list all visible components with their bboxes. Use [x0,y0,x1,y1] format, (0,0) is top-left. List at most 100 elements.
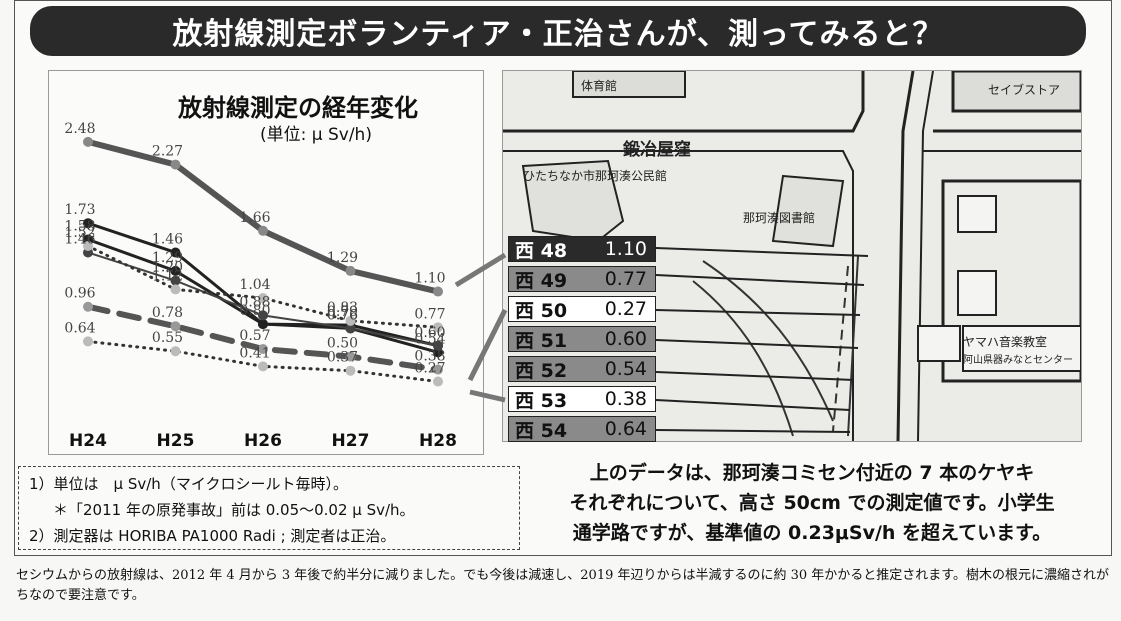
data-point [258,361,268,372]
data-point [170,247,181,258]
x-tick-label: H28 [419,431,457,451]
data-point [345,351,356,362]
description: 上のデータは、那珂湊コミセン付近の 7 本のケヤキ それぞれについて、高さ 50… [532,458,1092,548]
data-label: 1.29 [327,250,358,266]
data-label: 2.27 [152,144,183,160]
description-line-3: 通学路ですが、基準値の 0.23μSv/h を超えています。 [572,522,1052,544]
data-label: 1.52 [64,225,95,241]
note-baseline: ＊「2011 年の原発事故」前は 0.05～0.02 μ Sv/h。 [53,501,415,519]
data-point [345,315,356,326]
data-label: 1.66 [239,210,270,226]
tree-value: 0.54 [604,358,647,380]
gym-label: 体育館 [581,79,618,93]
data-point [83,240,93,251]
data-point [433,364,443,375]
data-label: 0.83 [327,300,358,316]
page-title: 放射線測定ボランティア・正治さんが、測ってみると？ [30,6,1086,56]
data-label: 0.38 [414,349,445,365]
tree-row: 西 53 0.38 [508,386,656,412]
tree-name: 西 49 [515,269,568,292]
data-label: 0.76 [327,307,358,323]
data-point [83,136,93,147]
library-label: 那珂湊図書館 [743,211,816,225]
data-point [170,159,181,170]
data-point [345,323,356,334]
area-label: 鍛冶屋窪 [623,140,691,160]
series-line-5 [86,244,440,329]
data-point [170,275,181,286]
data-point [345,265,356,276]
data-label: 1.46 [152,231,183,247]
data-label: 1.20 [152,260,183,276]
data-point [258,225,268,236]
chart-title: 放射線測定の経年変化 [178,94,418,122]
data-label: 1.73 [64,202,95,218]
data-label: 0.60 [414,325,445,341]
data-label: 1.04 [239,277,270,293]
note-device: 2）測定器は HORIBA PA1000 Radi ; 測定者は正治。 [29,527,396,545]
tree-name: 西 50 [515,299,568,322]
data-label: 0.50 [327,336,358,352]
data-point [433,376,443,387]
x-tick-label: H26 [244,431,282,451]
data-point [433,340,443,351]
data-label: 0.79 [327,304,358,320]
data-label: 1.58 [64,218,95,234]
data-point [170,346,181,357]
notes-box: 1）単位は μ Sv/h（マイクロシールト毎時）。 ＊「2011 年の原発事故」… [18,466,520,550]
data-point [258,310,268,321]
tree-row: 西 48 1.10 [508,236,656,262]
data-point [258,293,268,304]
data-label: 0.57 [239,328,270,344]
chart-subtitle: (単位: μ Sv/h) [260,125,372,145]
data-label: 0.37 [327,350,358,366]
tree-row: 西 50 0.27 [508,296,656,322]
description-line-1: 上のデータは、那珂湊コミセン付近の 7 本のケヤキ [589,462,1035,484]
data-label: 0.27 [414,361,445,377]
data-label: 1.46 [64,231,95,247]
data-label: 0.96 [64,286,95,302]
data-label: 0.55 [152,330,183,346]
center-label: 阿山県器みなとセンター [963,355,1073,366]
data-point [83,301,93,312]
tree-value: 0.64 [604,418,647,440]
data-point [345,365,356,376]
data-label: 0.88 [239,294,270,310]
data-label: 1.29 [152,250,183,266]
music-school-label: ヤマハ音楽教室 [963,335,1048,349]
tree-name: 西 52 [515,359,568,382]
tree-value: 0.60 [604,328,647,350]
data-label: 0.76 [327,307,358,323]
tree-row: 西 51 0.60 [508,326,656,352]
note-unit: 1）単位は μ Sv/h（マイクロシールト毎時）。 [29,475,349,493]
tree-row: 西 52 0.54 [508,356,656,382]
tree-name: 西 48 [515,239,568,262]
tree-value: 0.77 [604,268,647,290]
tree-name: 西 53 [515,389,568,412]
data-point [258,319,268,330]
map-graphic [503,71,1081,441]
data-label: 1.10 [414,271,445,287]
x-tick-label: H25 [157,431,195,451]
data-label: 2.48 [64,121,95,137]
data-label: 0.64 [64,320,95,336]
data-label: 1.12 [152,268,183,284]
data-label: 0.41 [239,345,270,361]
tree-row: 西 54 0.64 [508,416,656,442]
tree-value: 1.10 [604,238,647,260]
data-point [170,284,181,295]
data-point [258,344,268,355]
data-point [83,218,93,229]
community-hall-label: ひたちなか市那珂湊公民館 [523,169,668,183]
description-line-2: それぞれについて、高さ 50cm での測定値です。小学生 [569,492,1055,514]
data-label: 0.54 [414,331,445,347]
data-point [170,265,181,276]
data-point [433,286,443,297]
data-point [83,336,93,347]
data-label: 0.77 [414,306,445,322]
data-point [170,321,181,332]
data-label: 0.80 [239,303,270,319]
data-label: 0.78 [152,305,183,321]
